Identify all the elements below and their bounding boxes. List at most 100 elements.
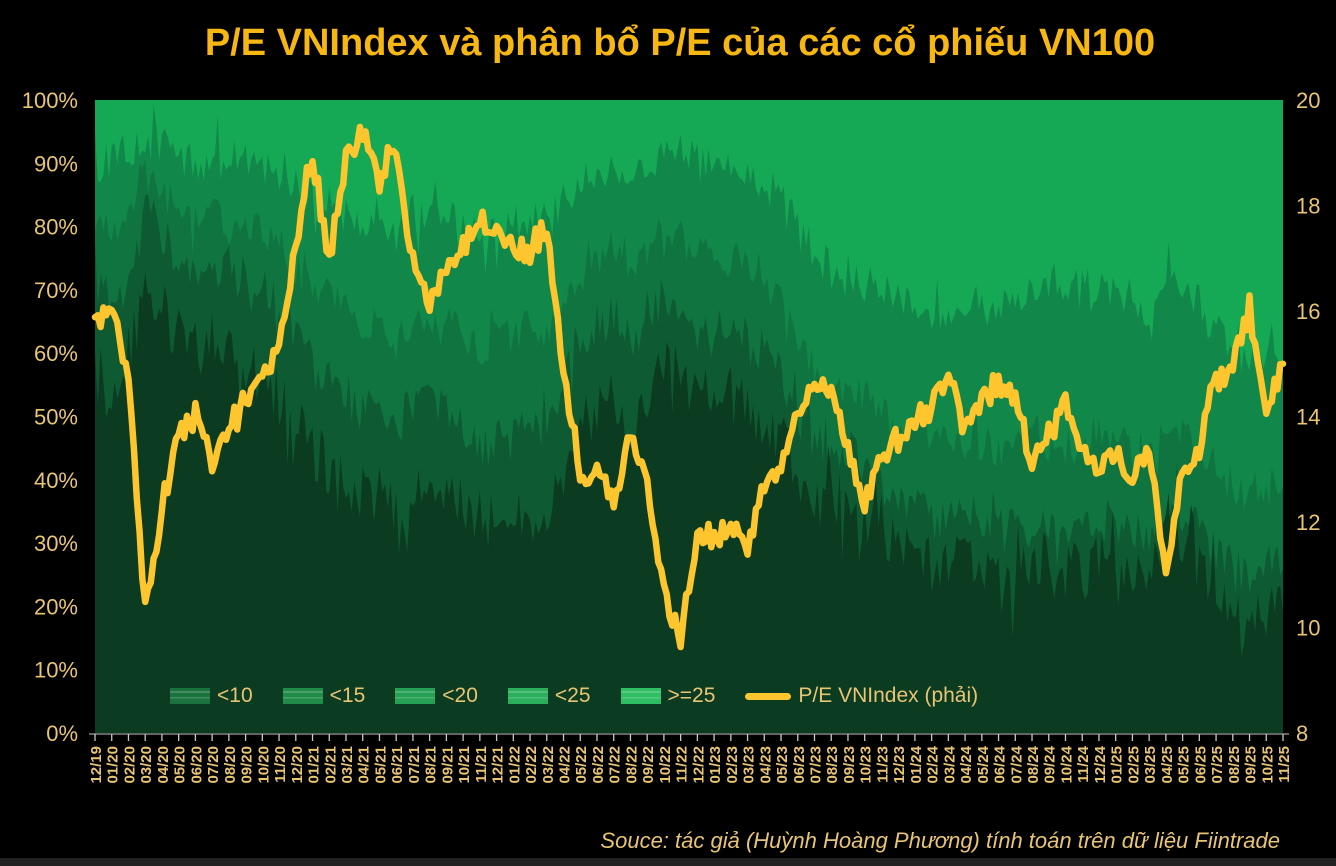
x-tick-label: 04/21 — [356, 746, 373, 784]
x-tick-label: 04/20 — [155, 746, 172, 784]
x-tick-label: 07/25 — [1209, 746, 1226, 784]
chart-title: P/E VNIndex và phân bổ P/E của các cổ ph… — [204, 22, 1156, 64]
x-tick-label: 12/19 — [88, 746, 105, 784]
x-tick-label: 10/23 — [858, 746, 875, 784]
legend-item-pe-line[interactable]: P/E VNIndex (phải) — [745, 684, 978, 708]
x-tick-label: 07/20 — [205, 746, 222, 784]
x-tick-label: 08/25 — [1226, 746, 1243, 784]
x-tick-label: 06/22 — [590, 746, 607, 784]
x-tick-label: 05/21 — [372, 746, 389, 784]
band-lt10 — [95, 272, 1283, 733]
x-tick-label: 03/21 — [339, 746, 356, 784]
legend-item-lt25[interactable]: <25 — [507, 684, 591, 708]
legend-swatch-lt20-icon — [395, 688, 436, 704]
legend-label-lt10: <10 — [217, 684, 253, 707]
x-tick-label: 10/20 — [255, 746, 272, 784]
legend-swatch-lt25-icon — [507, 688, 548, 704]
y-left-tick-label: 90% — [34, 151, 78, 176]
x-tick-label: 03/23 — [741, 746, 758, 784]
x-tick-label: 02/21 — [322, 746, 339, 784]
legend-label-ge25: >=25 — [667, 684, 716, 707]
x-tick-label: 08/21 — [423, 746, 440, 784]
x-tick-label: 08/20 — [222, 746, 239, 784]
x-tick-label: 01/23 — [707, 746, 724, 784]
y-left-tick-label: 20% — [34, 594, 78, 619]
y-left-tick-label: 0% — [46, 721, 78, 746]
x-tick-label: 01/25 — [1109, 746, 1126, 784]
x-tick-label: 12/20 — [289, 746, 306, 784]
legend-item-lt20[interactable]: <20 — [395, 684, 478, 708]
x-tick-label: 01/20 — [105, 746, 122, 784]
x-tick-label: 01/21 — [306, 746, 323, 784]
x-tick-label: 11/25 — [1276, 746, 1293, 783]
x-tick-label: 11/21 — [473, 746, 490, 783]
legend-line-swatch-icon — [745, 692, 792, 700]
x-tick-label: 07/21 — [406, 746, 423, 784]
x-tick-label: 10/24 — [1058, 745, 1075, 783]
x-tick-label: 09/22 — [640, 746, 657, 784]
y-left-tick-label: 100% — [22, 88, 78, 113]
x-tick-label: 02/22 — [523, 746, 540, 784]
legend-label-pe-line: P/E VNIndex (phải) — [798, 684, 979, 707]
x-tick-label: 08/24 — [1025, 745, 1042, 783]
y-right-tick-label: 20 — [1296, 88, 1320, 113]
y-left-tick-label: 60% — [34, 341, 78, 366]
x-tick-label: 02/24 — [925, 745, 942, 783]
y-left-tick-label: 80% — [34, 215, 78, 240]
x-tick-label: 09/25 — [1243, 746, 1260, 784]
legend-item-lt15[interactable]: <15 — [282, 684, 366, 708]
x-tick-label: 02/20 — [121, 746, 138, 784]
x-tick-label: 07/23 — [807, 746, 824, 784]
x-tick-label: 11/20 — [272, 746, 289, 783]
pe-vnindex-line — [91, 123, 1287, 651]
y-right-tick-label: 16 — [1296, 299, 1320, 324]
legend-item-lt10[interactable]: <10 — [170, 684, 253, 708]
x-tick-label: 08/22 — [623, 746, 640, 784]
x-tick-label: 05/25 — [1176, 746, 1193, 784]
y-right-tick-label: 18 — [1296, 194, 1320, 219]
x-tick-label: 05/22 — [573, 746, 590, 784]
x-tick-label: 11/22 — [674, 746, 691, 783]
x-tick-label: 06/20 — [188, 746, 205, 784]
x-tick-label: 09/20 — [239, 746, 256, 784]
source-note: Souce: tác giả (Huỳnh Hoàng Phương) tính… — [600, 828, 1280, 853]
x-tick-label: 05/20 — [172, 746, 189, 784]
legend-label-lt20: <20 — [442, 684, 478, 707]
x-tick-label: 06/25 — [1192, 746, 1209, 784]
y-right-tick-label: 12 — [1296, 510, 1320, 535]
x-tick-label: 02/25 — [1125, 746, 1142, 784]
x-tick-label: 01/24 — [908, 745, 925, 783]
x-tick-label: 06/24 — [992, 745, 1009, 783]
x-tick-label: 06/21 — [389, 746, 406, 784]
y-left-tick-label: 10% — [34, 658, 78, 683]
legend-label-lt25: <25 — [554, 684, 591, 707]
x-tick-label: 09/23 — [841, 746, 858, 784]
x-tick-label: 03/22 — [540, 746, 557, 784]
chart-legend: <10 <15 <20 <25 >=25 P/E VNIndex (phải) — [170, 684, 978, 708]
y-right-tick-label: 14 — [1296, 405, 1320, 430]
x-tick-label: 10/22 — [657, 746, 674, 784]
x-tick-label: 12/22 — [690, 746, 707, 784]
x-tick-label: 05/24 — [975, 745, 992, 783]
x-tick-label: 04/24 — [958, 745, 975, 783]
x-tick-label: 08/23 — [824, 746, 841, 784]
y-right-tick-label: 8 — [1296, 721, 1308, 746]
window-bottom-strip — [0, 858, 1336, 866]
x-tick-label: 09/24 — [1042, 745, 1059, 783]
x-tick-label: 11/23 — [874, 746, 891, 783]
legend-item-ge25[interactable]: >=25 — [620, 684, 716, 708]
x-tick-label: 04/23 — [757, 746, 774, 784]
legend-label-lt15: <15 — [329, 684, 366, 707]
y-left-tick-label: 50% — [34, 405, 78, 430]
x-tick-label: 07/22 — [607, 746, 624, 784]
x-tick-label: 09/21 — [439, 746, 456, 784]
x-tick-label: 04/25 — [1159, 746, 1176, 784]
x-tick-label: 03/20 — [138, 746, 155, 784]
x-tick-label: 10/25 — [1259, 746, 1276, 784]
x-tick-label: 12/21 — [490, 746, 507, 784]
x-tick-label: 11/24 — [1075, 745, 1092, 782]
x-tick-label: 02/23 — [724, 746, 741, 784]
legend-swatch-lt15-icon — [282, 688, 323, 704]
